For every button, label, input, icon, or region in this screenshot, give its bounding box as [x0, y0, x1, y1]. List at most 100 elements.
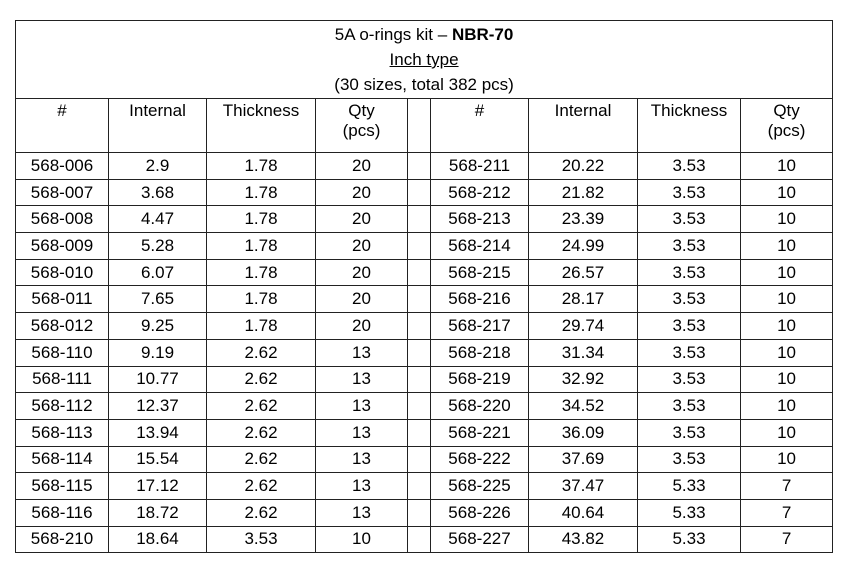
row: 568-113 13.94 2.62 13 568-221 36.09 3.53 10: [15, 418, 834, 447]
subtitle: Inch type: [389, 50, 459, 69]
row-cell: 568-011: [15, 285, 109, 314]
header-text: Qty (pcs): [342, 101, 381, 140]
row-cell: 10: [739, 418, 834, 447]
row-cell: 37.69: [528, 445, 638, 474]
header: # Internal Thickness Qty (pcs) # Internal Thic…: [15, 98, 834, 153]
row-cell: 10: [739, 205, 834, 234]
note: (30 sizes, total 382 pcs): [334, 75, 514, 94]
row-text: 10: [777, 449, 797, 469]
row-text: 568-010: [30, 262, 94, 282]
row-text: 568-219: [448, 369, 511, 389]
row-text: 20: [352, 209, 371, 229]
row-text: 568-111: [32, 369, 92, 389]
row: 568-009 5.28 1.78 20 568-214 24.99 3.53 10: [15, 232, 834, 260]
row-cell: 1.78: [206, 205, 316, 234]
row-text: 24.99: [561, 235, 605, 255]
row-text: 568-006: [30, 155, 94, 175]
row-cell: 9.19: [108, 338, 207, 367]
row-cell: 18.64: [108, 525, 207, 554]
spacer-cell: [407, 498, 431, 527]
row-text: 3.53: [672, 235, 706, 255]
row-text: 13: [352, 476, 371, 496]
row-text: 2.62: [244, 369, 278, 389]
row-cell: 3.53: [637, 445, 741, 474]
header-cell: Qty (pcs): [315, 98, 408, 153]
row-cell: 5.28: [108, 232, 207, 260]
row-cell: 568-006: [15, 152, 109, 180]
row-text: 568-211: [448, 155, 511, 175]
row-cell: 3.53: [637, 285, 741, 314]
header-text: #: [474, 101, 485, 120]
row-text: 568-214: [448, 235, 511, 255]
row-cell: 568-009: [15, 232, 109, 260]
row-cell: 3.53: [637, 205, 741, 234]
row-cell: 2.62: [206, 418, 316, 447]
row-text: 10: [777, 369, 797, 389]
row-text: 568-222: [448, 449, 511, 469]
row-cell: 13: [315, 498, 408, 527]
row-text: 568-012: [30, 315, 94, 335]
row: 568-010 6.07 1.78 20 568-215 26.57 3.53 10: [15, 258, 834, 287]
header-cell: Internal: [108, 98, 207, 153]
row: 568-007 3.68 1.78 20 568-212 21.82 3.53 10: [15, 178, 834, 207]
row-cell: 3.53: [637, 338, 741, 367]
row-cell: 21.82: [528, 178, 638, 207]
row-text: 10: [777, 262, 797, 282]
row-cell: 1.78: [206, 312, 316, 340]
spacer-cell: [407, 525, 431, 554]
row-cell: 568-007: [15, 178, 109, 207]
row-cell: 3.53: [637, 312, 741, 340]
spacer-cell: [407, 472, 431, 500]
row-cell: 5.33: [637, 498, 741, 527]
row-cell: 2.62: [206, 392, 316, 420]
row-cell: 3.53: [637, 232, 741, 260]
row-cell: 20: [315, 312, 408, 340]
row-cell: 568-012: [15, 312, 109, 340]
row-text: 18.64: [136, 529, 179, 549]
row-cell: 568-220: [430, 392, 529, 420]
row-cell: 6.07: [108, 258, 207, 287]
row-cell: 10: [739, 285, 834, 314]
row-text: 37.69: [561, 449, 605, 469]
row-cell: 568-225: [430, 472, 529, 500]
row-cell: 1.78: [206, 232, 316, 260]
row-cell: 568-221: [430, 418, 529, 447]
row-text: 568-007: [30, 182, 94, 202]
spacer-cell: [407, 232, 431, 260]
row-cell: 13: [315, 338, 408, 367]
row-cell: 568-219: [430, 365, 529, 394]
spacer-cell: [407, 392, 431, 420]
row-text: 5.33: [672, 476, 706, 496]
row-text: 20: [352, 262, 371, 282]
row: 568-115 17.12 2.62 13 568-225 37.47 5.33 7: [15, 472, 834, 500]
row-cell: 10: [739, 365, 834, 394]
row-cell: 23.39: [528, 205, 638, 234]
row-text: 43.82: [561, 529, 605, 549]
row-text: 10: [777, 182, 797, 202]
row-text: 3.53: [672, 155, 706, 175]
row-cell: 568-216: [430, 285, 529, 314]
spacer-cell: [407, 178, 431, 207]
row-text: 21.82: [561, 182, 605, 202]
row-cell: 568-110: [15, 338, 109, 367]
row-text: 3.53: [672, 369, 706, 389]
row-cell: 3.53: [637, 392, 741, 420]
row-text: 568-215: [448, 262, 511, 282]
row-text: 3.53: [672, 315, 706, 335]
row-text: 568-226: [448, 502, 511, 522]
row-text: 2.9: [145, 155, 170, 175]
row-text: 23.39: [561, 209, 605, 229]
header-cell: #: [15, 98, 109, 153]
spacer-cell: [407, 285, 431, 314]
row-text: 1.78: [244, 235, 278, 255]
row-cell: 568-008: [15, 205, 109, 234]
row-text: 4.47: [140, 209, 175, 229]
row-text: 13: [352, 342, 371, 362]
row-cell: 10: [739, 178, 834, 207]
row-text: 13: [352, 396, 371, 416]
row-text: 568-221: [448, 422, 511, 442]
row-text: 9.25: [140, 315, 175, 335]
spacer-cell: [407, 98, 431, 153]
row: 568-210 18.64 3.53 10 568-227 43.82 5.33 7: [15, 525, 834, 554]
